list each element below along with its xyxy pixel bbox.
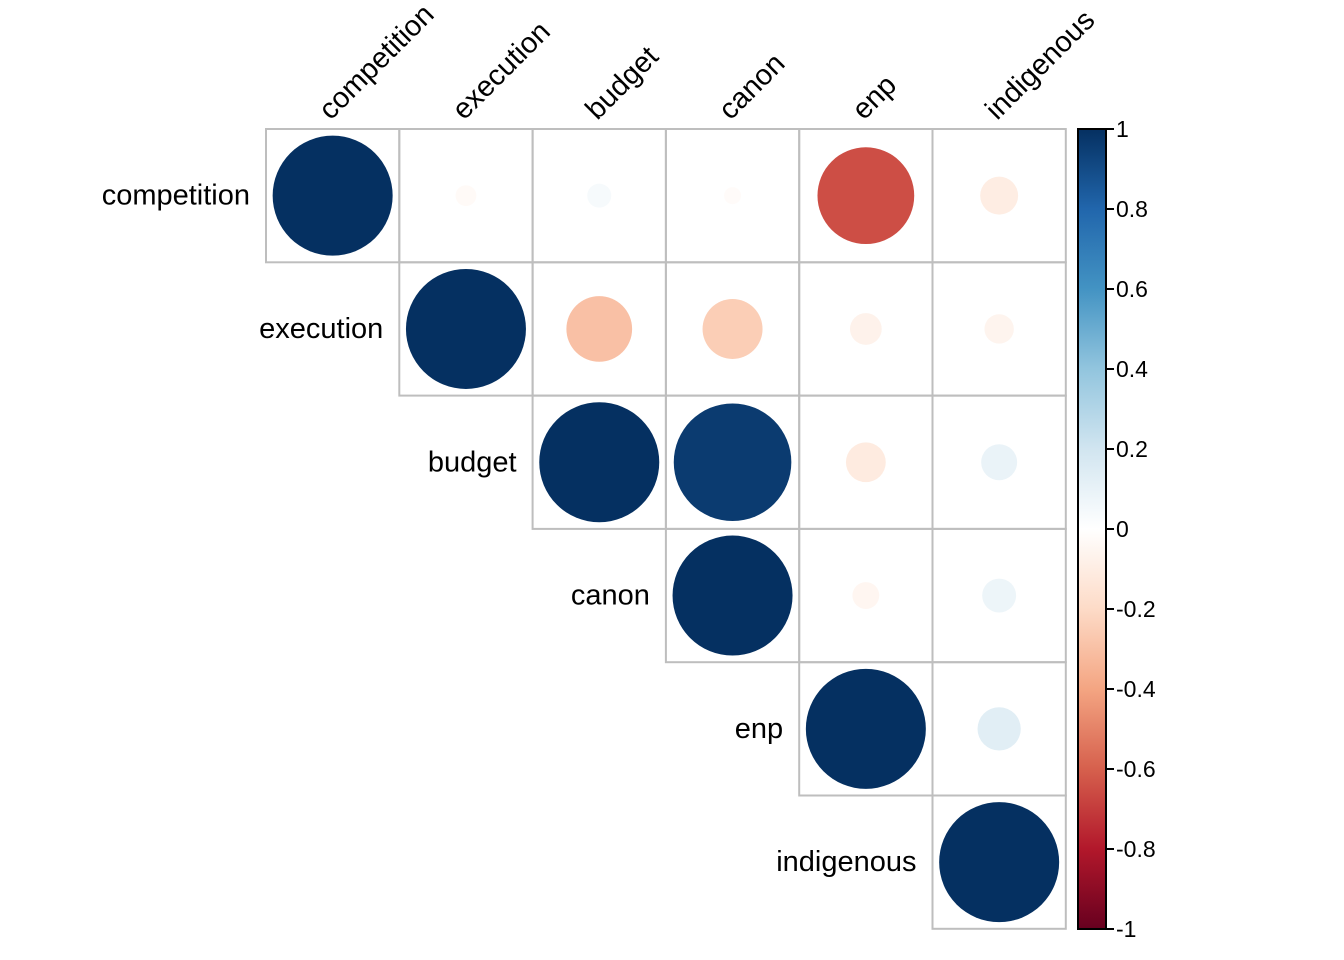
column-label-competition: competition xyxy=(313,0,441,126)
correlation-circle-execution-budget xyxy=(566,296,633,362)
row-label-canon: canon xyxy=(571,580,650,612)
column-label-budget: budget xyxy=(580,41,665,126)
color-legend: 1 0.8 0.6 0.4 0.2 0 -0.2 -0.4 -0.6 -0.8 -1 xyxy=(1077,116,1156,942)
legend-tick-label: -0.4 xyxy=(1116,676,1156,702)
correlation-circle-budget-canon xyxy=(673,403,792,522)
legend-tick-label: 0.2 xyxy=(1116,436,1148,462)
correlation-circle-competition-canon xyxy=(724,187,742,205)
column-labels: competition execution budget canon enp indige… xyxy=(313,0,1101,126)
row-labels: competition execution budget canon enp indige… xyxy=(102,180,917,879)
legend-tick-label: 0.8 xyxy=(1116,196,1148,222)
column-label-execution: execution xyxy=(446,16,556,126)
correlation-circle-enp-enp xyxy=(805,668,926,789)
legend-tick-label: 0.4 xyxy=(1116,356,1148,382)
correlation-circle-indigenous-indigenous xyxy=(939,802,1060,923)
legend-tick-label: -1 xyxy=(1116,916,1136,942)
correlation-circle-budget-budget xyxy=(539,402,660,523)
correlation-circle-competition-execution xyxy=(455,185,477,207)
row-label-indigenous: indigenous xyxy=(776,846,916,878)
correlation-circle-competition-competition xyxy=(272,135,393,256)
correlation-circle-execution-indigenous xyxy=(984,314,1014,344)
correlation-circle-competition-indigenous xyxy=(980,176,1019,215)
row-label-budget: budget xyxy=(428,446,517,478)
correlation-circle-canon-indigenous xyxy=(982,578,1017,613)
row-label-execution: execution xyxy=(259,313,383,345)
correlation-circle-competition-budget xyxy=(587,183,612,208)
correlation-circle-budget-enp xyxy=(845,442,886,483)
column-label-indigenous: indigenous xyxy=(979,4,1101,126)
correlation-circle-canon-canon xyxy=(672,535,793,656)
legend-tick-label: -0.2 xyxy=(1116,596,1156,622)
legend-tick-label: -0.8 xyxy=(1116,836,1156,862)
plot-grid xyxy=(265,128,1067,930)
row-label-competition: competition xyxy=(102,180,250,212)
legend-tick-label: 0.6 xyxy=(1116,276,1148,302)
correlation-circle-competition-enp xyxy=(817,147,915,245)
grid-cell xyxy=(931,794,1067,930)
correlation-circle-budget-indigenous xyxy=(981,444,1018,481)
legend-tick-label: 0 xyxy=(1116,516,1129,542)
correlation-circle-execution-execution xyxy=(405,268,526,389)
legend-colorbar xyxy=(1077,128,1107,930)
legend-tick-label: -0.6 xyxy=(1116,756,1156,782)
correlation-circle-canon-enp xyxy=(852,582,880,609)
correlation-circles xyxy=(272,135,1060,923)
row-label-enp: enp xyxy=(735,713,783,745)
column-label-enp: enp xyxy=(846,69,903,126)
correlation-circle-execution-canon xyxy=(702,298,763,359)
column-label-canon: canon xyxy=(713,47,791,125)
correlation-circle-enp-indigenous xyxy=(977,707,1021,751)
correlation-circle-execution-enp xyxy=(849,313,882,345)
legend-tick-label: 1 xyxy=(1116,116,1129,142)
